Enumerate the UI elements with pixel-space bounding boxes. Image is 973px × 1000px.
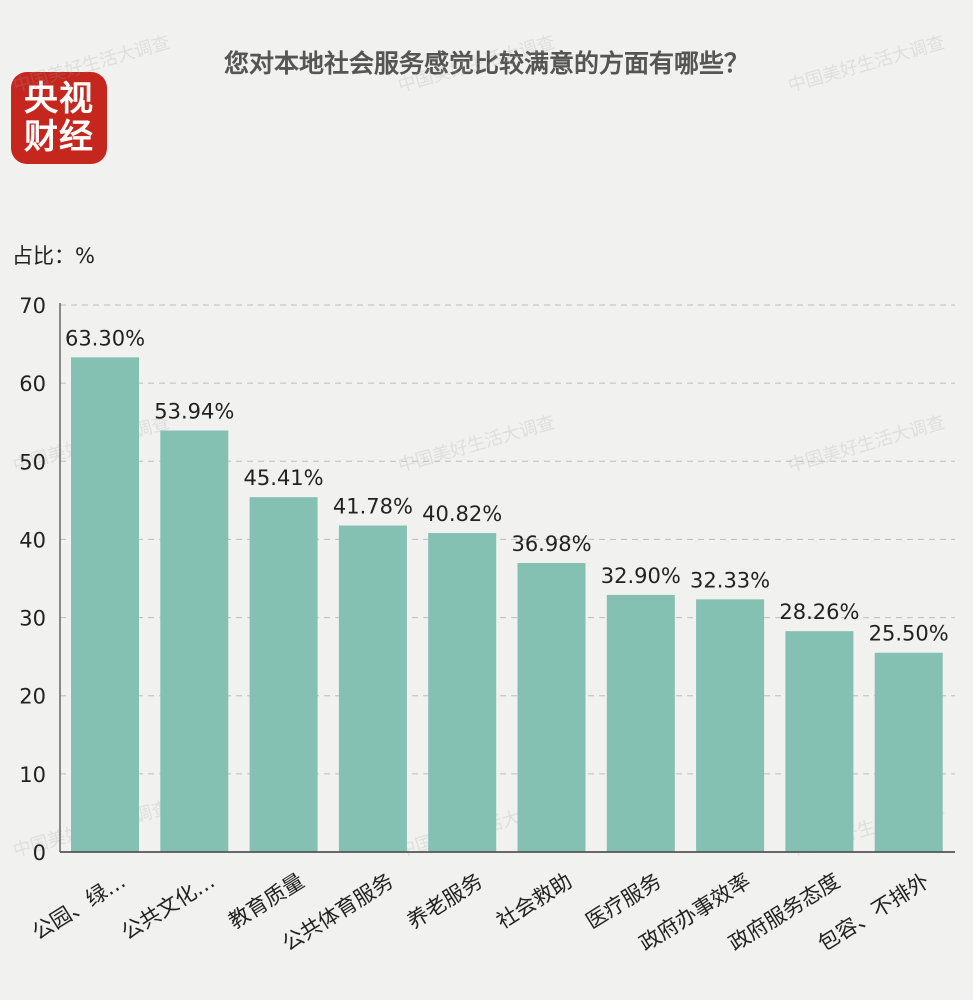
- y-tick-label: 30: [19, 607, 46, 631]
- bar: [874, 652, 943, 852]
- y-tick-label: 50: [19, 450, 46, 474]
- bar: [71, 357, 139, 852]
- bar: [606, 594, 675, 852]
- data-label: 36.98%: [511, 532, 591, 556]
- x-tick-label: 社会救助: [492, 869, 576, 934]
- bar: [160, 430, 229, 852]
- data-label: 45.41%: [244, 466, 324, 490]
- bar: [249, 497, 318, 852]
- y-tick-label: 20: [19, 685, 46, 709]
- data-label: 25.50%: [869, 622, 949, 646]
- data-label: 40.82%: [422, 502, 502, 526]
- x-tick-label: 养老服务: [403, 869, 487, 934]
- chart-title: 您对本地社会服务感觉比较满意的方面有哪些？: [223, 49, 749, 78]
- x-tick-label: 公共文化…: [117, 869, 219, 945]
- bar: [696, 599, 765, 852]
- y-tick-label: 10: [19, 763, 46, 787]
- bar: [428, 533, 497, 852]
- y-tick-label: 40: [19, 528, 46, 552]
- data-label: 41.78%: [333, 495, 413, 519]
- logo-text-line1: 央视: [24, 79, 94, 119]
- bar: [517, 563, 586, 852]
- x-tick-label: 公园、绿…: [28, 869, 130, 945]
- data-label: 53.94%: [154, 399, 234, 423]
- data-label: 28.26%: [779, 600, 859, 624]
- y-tick-label: 0: [33, 841, 46, 865]
- y-axis-unit-label: 占比：%: [12, 244, 95, 268]
- data-label: 63.30%: [65, 326, 145, 350]
- y-tick-label: 60: [19, 372, 46, 396]
- cctv-finance-logo: 央视 财经: [11, 72, 107, 164]
- logo-text-line2: 财经: [24, 117, 94, 157]
- data-label: 32.33%: [690, 568, 770, 592]
- bar: [338, 525, 407, 852]
- bar: [785, 631, 854, 852]
- data-label: 32.90%: [601, 564, 681, 588]
- y-tick-label: 70: [19, 294, 46, 318]
